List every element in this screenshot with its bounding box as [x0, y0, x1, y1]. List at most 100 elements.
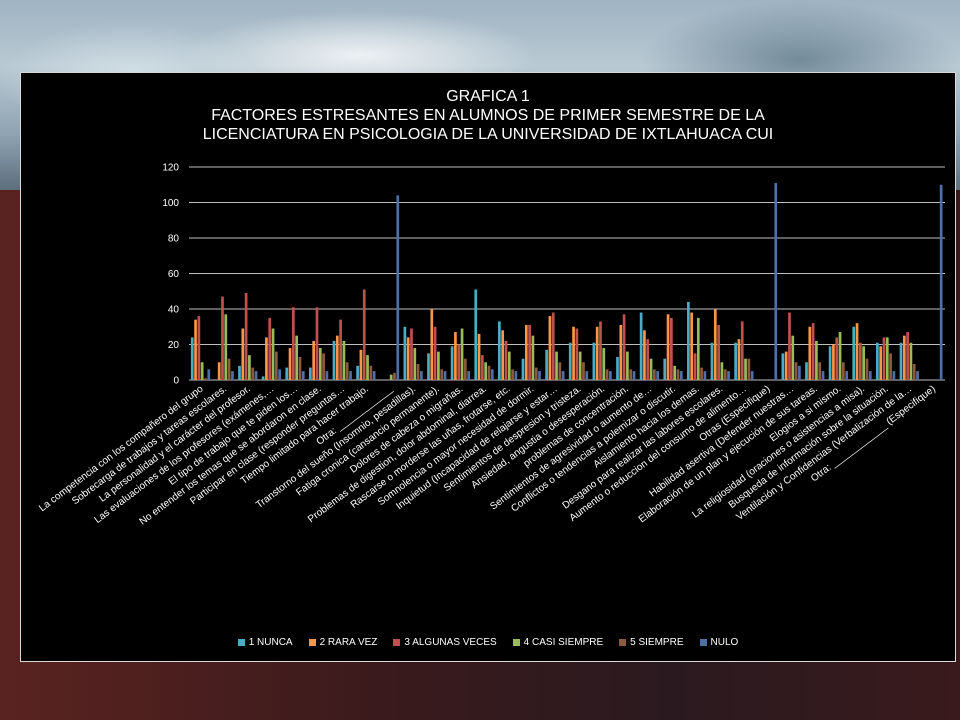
legend-swatch	[512, 638, 520, 646]
bar-5-siempre	[534, 367, 538, 380]
bar-nulo	[585, 371, 589, 380]
bar-1-nunca	[639, 312, 643, 380]
bar-4-casi-siempre	[744, 358, 747, 380]
bar-nulo	[632, 371, 636, 380]
bar-5-siempre	[322, 353, 325, 380]
legend-label: NULO	[710, 636, 739, 648]
chart-legend: 1 NUNCA 2 RARA VEZ 3 ALGUNAS VECES 4 CASI S…	[21, 635, 955, 649]
bar-3-algunas-veces	[481, 355, 484, 380]
bar-4-casi-siempre	[318, 348, 322, 380]
bar-nulo	[467, 371, 471, 380]
bar-1-nunca	[568, 342, 572, 380]
bar-1-nunca	[261, 376, 265, 380]
bar-3-algunas-veces	[292, 307, 295, 380]
bar-3-algunas-veces	[268, 317, 272, 380]
bar-4-casi-siempre	[649, 358, 653, 380]
bar-3-algunas-veces	[599, 321, 602, 380]
bar-5-siempre	[463, 358, 467, 380]
bar-nulo	[349, 371, 352, 380]
bar-4-casi-siempre	[791, 335, 795, 380]
legend-swatch	[619, 638, 627, 646]
bar-1-nunca	[427, 353, 430, 380]
legend-item: 4 CASI SIEMPRE	[512, 636, 604, 648]
bar-nulo	[514, 371, 518, 380]
bar-4-casi-siempre	[200, 362, 204, 380]
bar-3-algunas-veces	[717, 324, 720, 380]
bar-nulo	[538, 371, 541, 380]
bar-5-siempre	[841, 362, 845, 380]
bar-2-rara-vez	[454, 332, 457, 380]
bar-5-siempre	[440, 369, 444, 380]
bar-5-siempre	[794, 362, 798, 380]
y-tick-label: 20	[168, 340, 180, 351]
bar-2-rara-vez	[524, 324, 528, 380]
bar-1-nunca	[521, 358, 525, 380]
bar-1-nunca	[781, 353, 785, 380]
bar-3-algunas-veces	[221, 296, 224, 380]
bar-2-rara-vez	[477, 333, 481, 380]
bar-1-nunca	[828, 346, 832, 380]
legend-item: 5 SIEMPRE	[619, 636, 684, 648]
bar-nulo	[656, 371, 660, 380]
bar-4-casi-siempre	[720, 362, 724, 380]
bar-1-nunca	[403, 326, 407, 380]
bar-2-rara-vez	[737, 339, 741, 380]
legend-item: NULO	[699, 636, 739, 648]
bar-5-siempre	[747, 358, 751, 380]
legend-swatch	[393, 638, 401, 646]
bar-5-siempre	[818, 362, 822, 380]
bar-1-nunca	[190, 337, 194, 380]
bar-nulo	[443, 371, 447, 380]
bar-1-nunca	[545, 349, 548, 380]
legend-label: 4 CASI SIEMPRE	[523, 636, 604, 648]
bar-3-algunas-veces	[315, 307, 319, 380]
bar-3-algunas-veces	[410, 328, 413, 380]
bar-4-casi-siempre	[673, 365, 677, 380]
bar-3-algunas-veces	[622, 314, 626, 380]
bar-2-rara-vez	[430, 309, 434, 380]
bar-1-nunca	[710, 342, 714, 380]
bar-5-siempre	[912, 364, 916, 380]
bar-4-casi-siempre	[815, 340, 818, 380]
bar-1-nunca	[238, 365, 241, 380]
bar-3-algunas-veces	[339, 319, 342, 380]
y-tick-label: 40	[168, 305, 180, 316]
y-tick-label: 120	[162, 163, 179, 174]
bar-2-rara-vez	[312, 340, 316, 380]
bar-2-rara-vez	[808, 326, 812, 380]
bar-5-siempre	[393, 372, 396, 380]
legend-label: 5 SIEMPRE	[630, 636, 684, 648]
bar-nulo	[609, 371, 612, 380]
bar-2-rara-vez	[501, 330, 505, 380]
bar-5-siempre	[298, 356, 302, 380]
bar-1-nunca	[332, 340, 336, 380]
bar-1-nunca	[734, 342, 737, 380]
bar-5-siempre	[251, 367, 255, 380]
bar-5-siempre	[582, 362, 585, 380]
bar-nulo	[939, 184, 943, 380]
legend-swatch	[237, 638, 245, 646]
legend-label: 1 NUNCA	[248, 636, 293, 648]
bar-4-casi-siempre	[366, 355, 369, 380]
bar-4-casi-siempre	[413, 348, 417, 380]
bar-5-siempre	[274, 351, 278, 380]
bar-nulo	[703, 371, 707, 380]
bar-nulo	[845, 371, 849, 380]
y-tick-label: 60	[168, 269, 180, 280]
bar-5-siempre	[889, 353, 892, 380]
bar-5-siempre	[700, 367, 703, 380]
bar-1-nunca	[876, 342, 879, 380]
bar-nulo	[278, 369, 282, 380]
bar-3-algunas-veces	[646, 339, 650, 380]
legend-swatch	[308, 638, 316, 646]
bar-3-algunas-veces	[197, 316, 201, 380]
bar-5-siempre	[227, 358, 231, 380]
bar-4-casi-siempre	[578, 351, 582, 380]
bar-1-nunca	[450, 346, 454, 380]
bar-3-algunas-veces	[788, 312, 791, 380]
y-tick-label: 0	[173, 376, 179, 387]
legend-swatch	[699, 638, 707, 646]
bar-1-nunca	[498, 321, 501, 380]
bar-nulo	[372, 371, 376, 380]
bar-4-casi-siempre	[626, 351, 629, 380]
